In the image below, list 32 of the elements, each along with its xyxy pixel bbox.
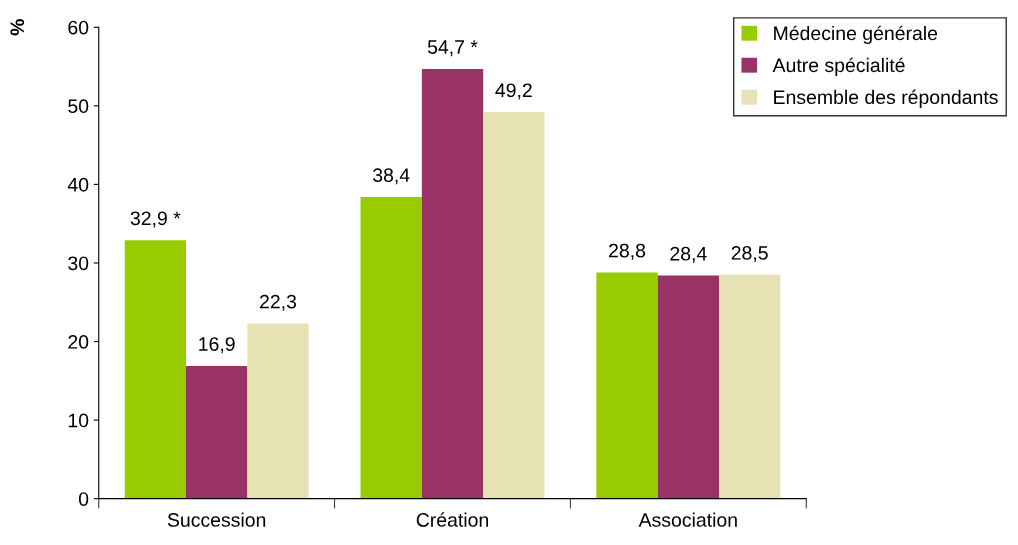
data-label: 38,4 [373,168,410,185]
y-tick-label: 60 [68,20,89,35]
bar [360,196,422,499]
bar [596,272,658,499]
data-label: 54,7 * [427,40,478,57]
data-label: 28,5 [731,246,768,263]
y-tick-label: 30 [68,256,89,271]
x-tick-label: Association [638,512,737,527]
bar [421,68,484,499]
bar [719,274,781,499]
bar [247,323,309,499]
data-label: 32,9 * [130,211,181,228]
bar [483,112,545,499]
data-label: 28,4 [670,246,707,263]
y-tick-label: 50 [68,99,89,114]
x-tick-label: Succession [167,512,266,527]
x-tick-label: Création [416,512,488,527]
data-label: 16,9 [199,337,235,354]
y-axis-title: % [10,19,25,36]
bar [186,365,248,499]
legend-label: Médecine générale [774,25,938,45]
bar [657,275,719,499]
legend-label: Ensemble des répondants [774,89,998,108]
y-tick-label: 10 [68,413,89,428]
data-label: 28,8 [609,243,646,260]
bar [124,240,187,499]
y-tick-label: 40 [67,177,89,192]
legend-label: Autre spécialité [772,57,905,76]
data-label: 22,3 [260,294,297,311]
y-tick-label: 0 [78,492,89,506]
data-label: 49,2 [495,83,532,100]
y-tick-label: 20 [68,335,89,349]
